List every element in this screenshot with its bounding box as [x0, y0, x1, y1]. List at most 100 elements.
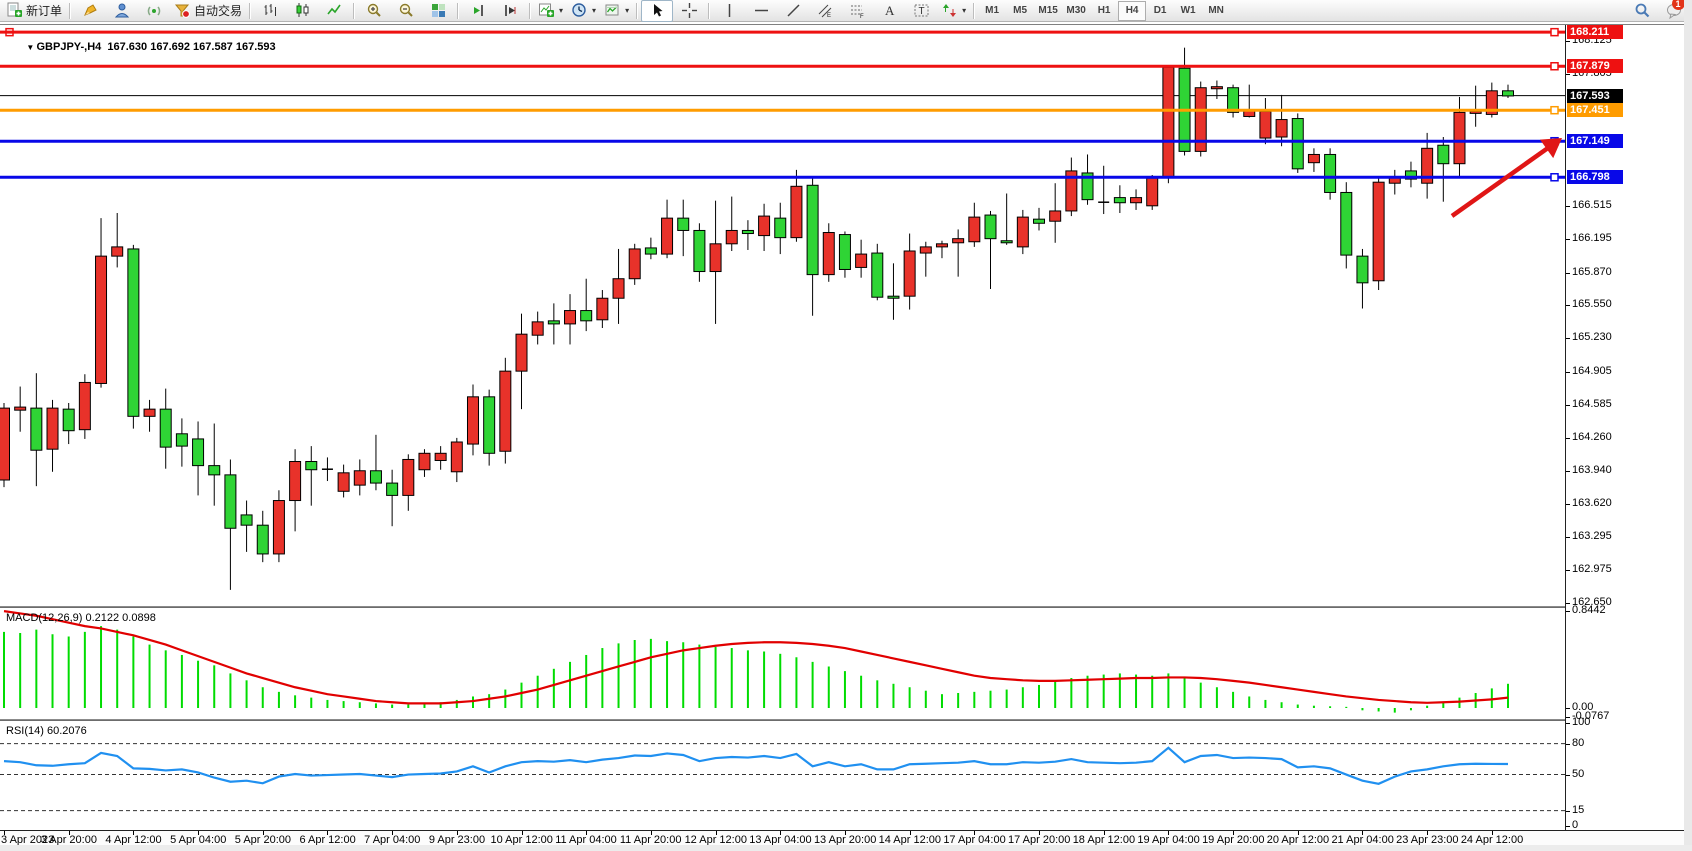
candle[interactable]: [903, 233, 916, 310]
candle[interactable]: [1162, 66, 1175, 184]
chart-shift-button[interactable]: [462, 0, 494, 22]
candle[interactable]: [1404, 161, 1417, 188]
timeframe-m1-button[interactable]: M1: [978, 1, 1006, 21]
auto-trading-button[interactable]: 自动交易: [170, 0, 246, 22]
timeframe-mn-button[interactable]: MN: [1202, 1, 1230, 21]
price-chart-canvas[interactable]: [0, 26, 1565, 606]
arrows-button[interactable]: ▾: [937, 0, 970, 22]
vertical-line-button[interactable]: [713, 0, 745, 22]
candle[interactable]: [1016, 209, 1029, 255]
candle[interactable]: [1356, 248, 1369, 309]
text-label-button[interactable]: T: [905, 0, 937, 22]
candle[interactable]: [984, 210, 997, 289]
candle[interactable]: [1146, 175, 1159, 210]
candle[interactable]: [887, 263, 900, 320]
candle[interactable]: [838, 231, 851, 278]
candle[interactable]: [935, 240, 948, 259]
candle[interactable]: [822, 223, 835, 282]
candle[interactable]: [450, 437, 463, 483]
timeframe-d1-button[interactable]: D1: [1146, 1, 1174, 21]
candle[interactable]: [1307, 148, 1320, 172]
candle[interactable]: [741, 220, 754, 250]
candle[interactable]: [1243, 84, 1256, 118]
candle[interactable]: [774, 202, 787, 255]
candle[interactable]: [337, 464, 350, 498]
candle[interactable]: [693, 223, 706, 282]
candle[interactable]: [95, 218, 108, 388]
line-handle[interactable]: [1550, 173, 1559, 182]
indicators-button[interactable]: ▾: [534, 0, 567, 22]
candle[interactable]: [790, 169, 803, 242]
candle[interactable]: [596, 290, 609, 329]
candle[interactable]: [127, 244, 140, 429]
candle[interactable]: [1194, 81, 1207, 157]
periods-button[interactable]: ▾: [567, 0, 600, 22]
candle[interactable]: [709, 200, 722, 324]
tile-windows-button[interactable]: [422, 0, 454, 22]
cursor-button[interactable]: [641, 0, 674, 22]
profile-button[interactable]: [106, 0, 138, 22]
candle[interactable]: [725, 196, 738, 251]
candle[interactable]: [1469, 85, 1482, 127]
signals-button[interactable]: [138, 0, 170, 22]
candle[interactable]: [564, 294, 577, 345]
candle[interactable]: [272, 490, 285, 563]
candle[interactable]: [1275, 94, 1288, 147]
candle[interactable]: [661, 199, 674, 259]
candle[interactable]: [758, 203, 771, 251]
fibonacci-button[interactable]: F: [841, 0, 873, 22]
candle[interactable]: [1113, 185, 1126, 214]
timeframe-h1-button[interactable]: H1: [1090, 1, 1118, 21]
candle[interactable]: [353, 459, 366, 496]
candle[interactable]: [159, 388, 172, 469]
text-button[interactable]: A: [873, 0, 905, 22]
horizontal-line-button[interactable]: [745, 0, 777, 22]
timeframe-m30-button[interactable]: M30: [1062, 1, 1090, 21]
candle[interactable]: [1485, 82, 1498, 118]
candle[interactable]: [321, 457, 333, 482]
crosshair-button[interactable]: [673, 0, 705, 22]
candle[interactable]: [143, 399, 156, 432]
candle[interactable]: [612, 248, 625, 324]
trend-arrow-object[interactable]: [1450, 141, 1556, 218]
candle[interactable]: [46, 399, 59, 472]
candle[interactable]: [1081, 154, 1094, 205]
trendline-button[interactable]: [777, 0, 809, 22]
candle[interactable]: [30, 373, 43, 487]
candle[interactable]: [62, 402, 75, 445]
line-mode-button[interactable]: [318, 0, 350, 22]
candle[interactable]: [677, 199, 690, 257]
candle[interactable]: [1227, 84, 1240, 118]
candle[interactable]: [1098, 165, 1110, 215]
caret-down-icon[interactable]: ▾: [559, 6, 564, 15]
candle[interactable]: [644, 237, 657, 260]
caret-down-icon[interactable]: ▾: [962, 6, 967, 15]
candle[interactable]: [1421, 132, 1434, 199]
candle[interactable]: [369, 434, 382, 491]
candle[interactable]: [1130, 189, 1143, 210]
timeframe-m5-button[interactable]: M5: [1006, 1, 1034, 21]
new-order-button[interactable]: 新订单: [2, 0, 66, 22]
candle[interactable]: [466, 384, 479, 456]
candle[interactable]: [515, 313, 528, 410]
timeframe-h4-button[interactable]: H4: [1118, 0, 1147, 21]
candle[interactable]: [1324, 148, 1337, 200]
candle[interactable]: [402, 454, 415, 511]
search-button[interactable]: [1626, 0, 1658, 22]
candle[interactable]: [531, 311, 544, 345]
candle[interactable]: [175, 418, 188, 467]
trend-arrow-head[interactable]: [1540, 138, 1562, 159]
zoom-in-button[interactable]: [358, 0, 390, 22]
candle[interactable]: [78, 374, 91, 439]
candle[interactable]: [192, 421, 205, 496]
line-handle[interactable]: [1550, 105, 1559, 115]
timeframe-m15-button[interactable]: M15: [1034, 1, 1062, 21]
bar-chart-mode-button[interactable]: [254, 0, 286, 22]
candle[interactable]: [256, 510, 269, 563]
templates-button[interactable]: ▾: [600, 0, 633, 22]
line-handle[interactable]: [1550, 62, 1559, 71]
styles-button[interactable]: [74, 0, 106, 22]
macd-chart-canvas[interactable]: [0, 608, 1565, 719]
candle[interactable]: [305, 446, 318, 506]
candle[interactable]: [418, 449, 431, 477]
